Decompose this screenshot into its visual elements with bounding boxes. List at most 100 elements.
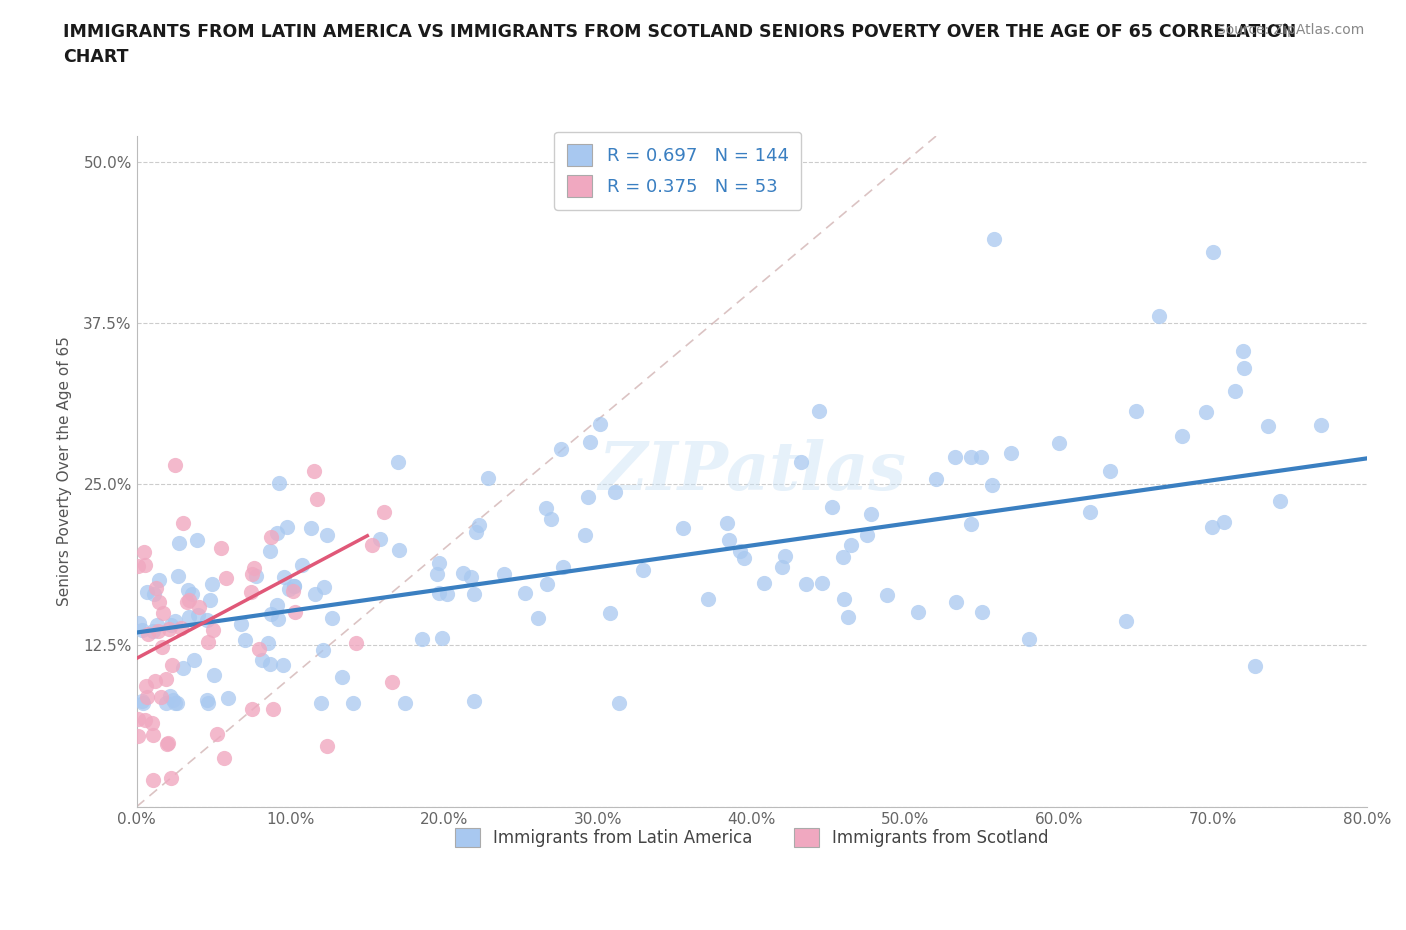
- Point: [149, 689, 172, 704]
- Point: [267, 612, 290, 627]
- Point: [970, 450, 993, 465]
- Point: [187, 607, 209, 622]
- Point: [394, 696, 416, 711]
- Point: [142, 624, 165, 639]
- Point: [271, 658, 294, 672]
- Point: [135, 678, 157, 693]
- Point: [155, 737, 177, 751]
- Point: [959, 449, 981, 464]
- Point: [179, 592, 201, 607]
- Point: [368, 532, 391, 547]
- Point: [832, 591, 855, 606]
- Point: [387, 455, 409, 470]
- Point: [141, 715, 163, 730]
- Point: [733, 551, 755, 565]
- Point: [1115, 614, 1137, 629]
- Point: [266, 525, 288, 540]
- Point: [247, 642, 270, 657]
- Point: [427, 586, 450, 601]
- Point: [299, 521, 322, 536]
- Point: [1078, 505, 1101, 520]
- Point: [177, 609, 200, 624]
- Point: [381, 674, 404, 689]
- Point: [925, 472, 948, 487]
- Point: [430, 631, 453, 645]
- Point: [284, 604, 307, 619]
- Point: [856, 528, 879, 543]
- Point: [716, 515, 738, 530]
- Point: [772, 560, 794, 575]
- Point: [273, 569, 295, 584]
- Point: [240, 566, 263, 581]
- Point: [160, 770, 183, 785]
- Point: [839, 538, 862, 552]
- Point: [202, 623, 225, 638]
- Point: [1270, 493, 1292, 508]
- Point: [134, 712, 156, 727]
- Point: [304, 587, 326, 602]
- Point: [388, 542, 411, 557]
- Point: [1202, 245, 1225, 259]
- Point: [165, 614, 187, 629]
- Point: [181, 587, 204, 602]
- Point: [186, 532, 208, 547]
- Point: [131, 694, 153, 709]
- Point: [155, 671, 177, 686]
- Point: [696, 591, 718, 606]
- Point: [794, 577, 817, 591]
- Point: [332, 670, 354, 684]
- Point: [373, 504, 395, 519]
- Point: [1309, 418, 1331, 432]
- Point: [631, 563, 654, 578]
- Point: [427, 556, 450, 571]
- Point: [314, 579, 336, 594]
- Point: [718, 532, 741, 547]
- Point: [945, 594, 967, 609]
- Point: [128, 615, 150, 630]
- Point: [876, 588, 898, 603]
- Point: [302, 464, 325, 479]
- Point: [262, 701, 284, 716]
- Point: [311, 643, 333, 658]
- Point: [148, 594, 170, 609]
- Point: [436, 587, 458, 602]
- Point: [201, 577, 224, 591]
- Point: [1213, 515, 1236, 530]
- Point: [207, 727, 229, 742]
- Point: [807, 404, 830, 418]
- Point: [1000, 445, 1022, 460]
- Point: [209, 540, 232, 555]
- Point: [291, 558, 314, 573]
- Point: [1047, 435, 1070, 450]
- Point: [134, 558, 156, 573]
- Point: [672, 521, 695, 536]
- Point: [607, 696, 630, 711]
- Y-axis label: Seniors Poverty Over the Age of 65: Seniors Poverty Over the Age of 65: [58, 337, 72, 606]
- Point: [127, 711, 149, 726]
- Point: [212, 751, 235, 765]
- Point: [195, 693, 218, 708]
- Point: [183, 653, 205, 668]
- Point: [146, 624, 169, 639]
- Point: [426, 566, 449, 581]
- Point: [162, 693, 184, 708]
- Point: [131, 696, 153, 711]
- Point: [259, 657, 281, 671]
- Point: [465, 525, 488, 539]
- Point: [198, 592, 221, 607]
- Point: [1099, 464, 1122, 479]
- Point: [136, 689, 159, 704]
- Point: [1171, 429, 1194, 444]
- Point: [980, 478, 1002, 493]
- Point: [145, 580, 167, 595]
- Point: [217, 690, 239, 705]
- Point: [240, 584, 263, 599]
- Point: [160, 618, 183, 632]
- Point: [811, 576, 834, 591]
- Point: [1195, 405, 1218, 419]
- Point: [972, 604, 994, 619]
- Point: [170, 621, 193, 636]
- Point: [837, 609, 859, 624]
- Point: [256, 636, 278, 651]
- Point: [145, 673, 167, 688]
